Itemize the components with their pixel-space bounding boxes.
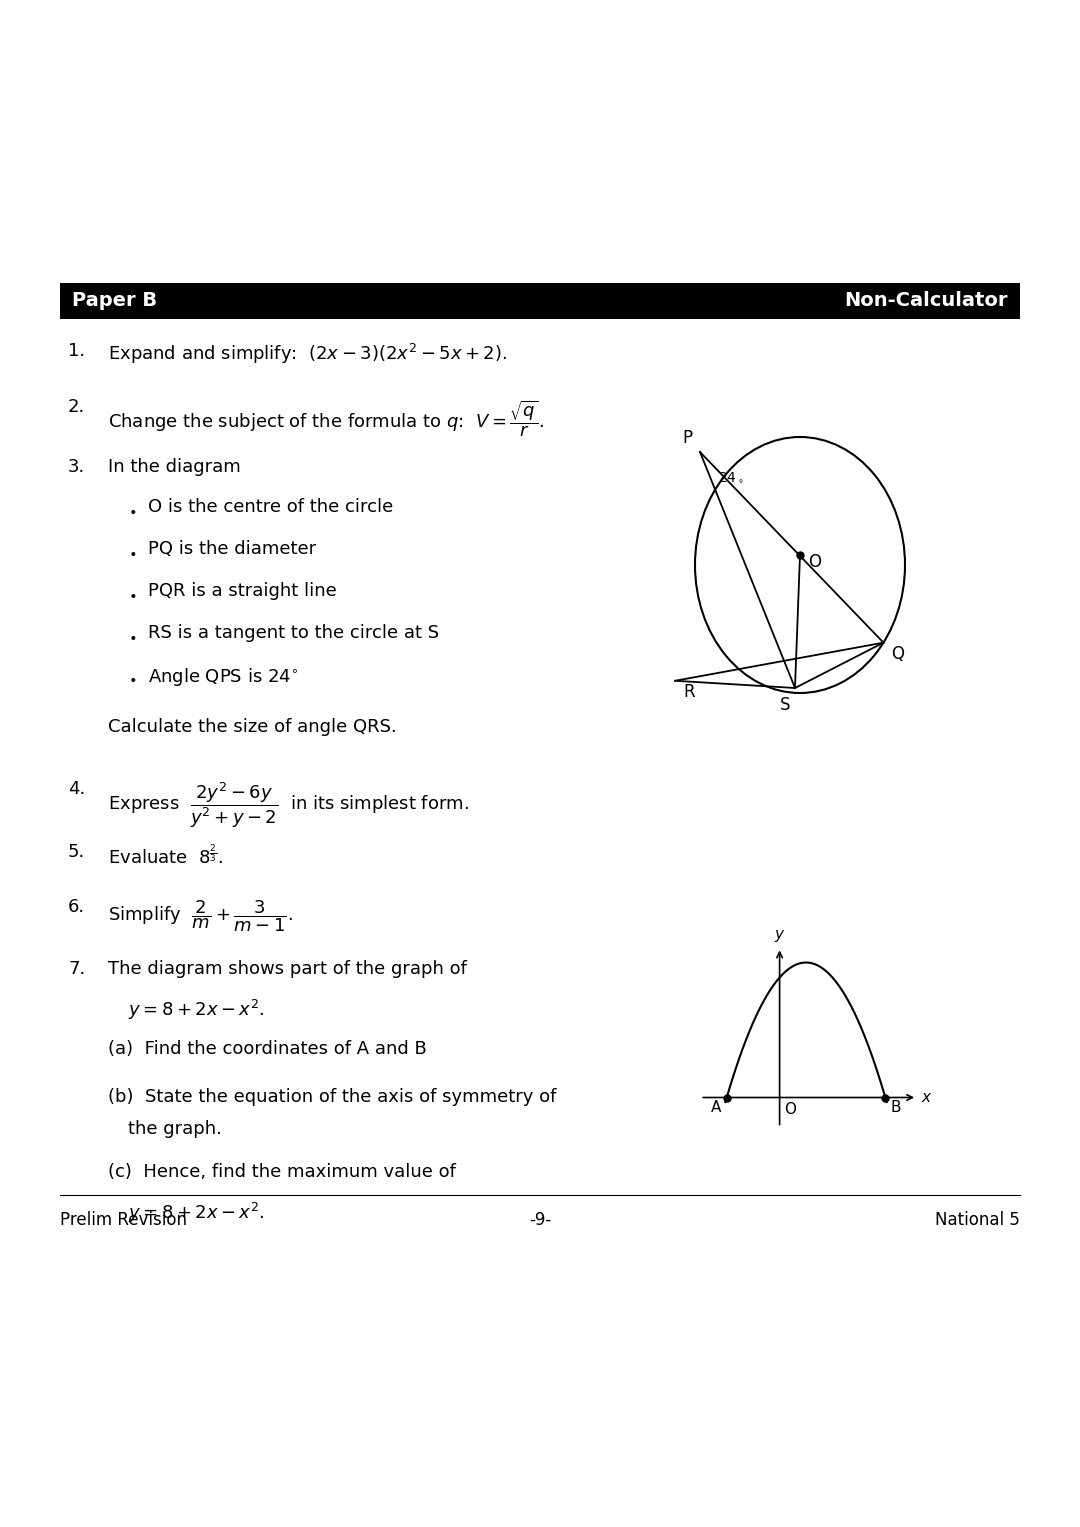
Text: $y$: $y$: [773, 928, 785, 945]
Text: PQR is a straight line: PQR is a straight line: [148, 582, 337, 600]
Text: 5.: 5.: [68, 843, 85, 861]
Text: $x$: $x$: [921, 1090, 933, 1106]
Text: the graph.: the graph.: [129, 1119, 221, 1138]
Text: (a)  Find the coordinates of A and B: (a) Find the coordinates of A and B: [108, 1040, 427, 1058]
Text: The diagram shows part of the graph of: The diagram shows part of the graph of: [108, 960, 467, 977]
Text: $\bullet$: $\bullet$: [129, 545, 136, 559]
Text: $\bullet$: $\bullet$: [129, 586, 136, 602]
Text: $y=8+2x-x^2$.: $y=8+2x-x^2$.: [129, 1202, 265, 1225]
Text: Expand and simplify:  $(2x-3)(2x^2-5x+2)$.: Expand and simplify: $(2x-3)(2x^2-5x+2)$…: [108, 342, 508, 366]
Text: Angle QPS is 24$^{\circ}$: Angle QPS is 24$^{\circ}$: [148, 666, 298, 689]
Text: $24_\circ$: $24_\circ$: [718, 470, 744, 484]
Text: Express  $\dfrac{2y^2-6y}{y^2+y-2}$  in its simplest form.: Express $\dfrac{2y^2-6y}{y^2+y-2}$ in it…: [108, 780, 469, 829]
Text: (c)  Hence, find the maximum value of: (c) Hence, find the maximum value of: [108, 1164, 456, 1180]
Text: 3.: 3.: [68, 458, 85, 476]
Text: Paper B: Paper B: [72, 292, 157, 310]
Text: National 5: National 5: [935, 1211, 1020, 1229]
Text: $y=8+2x-x^2$.: $y=8+2x-x^2$.: [129, 999, 265, 1022]
Text: O: O: [808, 553, 821, 571]
Text: Evaluate  $8^{\frac{2}{3}}$.: Evaluate $8^{\frac{2}{3}}$.: [108, 843, 224, 867]
Text: (b)  State the equation of the axis of symmetry of: (b) State the equation of the axis of sy…: [108, 1089, 556, 1106]
Text: 2.: 2.: [68, 399, 85, 415]
Text: 7.: 7.: [68, 960, 85, 977]
Text: $\bullet$: $\bullet$: [129, 502, 136, 518]
Text: $\bullet$: $\bullet$: [129, 670, 136, 686]
Text: P: P: [681, 429, 692, 447]
Bar: [60, 282, 1020, 319]
Text: Calculate the size of angle QRS.: Calculate the size of angle QRS.: [108, 718, 396, 736]
Text: RS is a tangent to the circle at S: RS is a tangent to the circle at S: [148, 625, 440, 641]
Text: B: B: [890, 1099, 901, 1115]
Text: O is the centre of the circle: O is the centre of the circle: [148, 498, 393, 516]
Text: Simplify  $\dfrac{2}{m}+\dfrac{3}{m-1}$.: Simplify $\dfrac{2}{m}+\dfrac{3}{m-1}$.: [108, 898, 293, 933]
Text: Prelim Revision: Prelim Revision: [60, 1211, 187, 1229]
Text: S: S: [780, 696, 789, 715]
Text: PQ is the diameter: PQ is the diameter: [148, 541, 316, 557]
Text: $\bullet$: $\bullet$: [129, 629, 136, 643]
Text: O: O: [784, 1102, 797, 1118]
Text: In the diagram: In the diagram: [108, 458, 241, 476]
Text: A: A: [712, 1099, 721, 1115]
Text: Q: Q: [891, 644, 904, 663]
Text: 6.: 6.: [68, 898, 85, 916]
Text: R: R: [684, 683, 694, 701]
Text: 1.: 1.: [68, 342, 85, 360]
Text: 4.: 4.: [68, 780, 85, 799]
Text: -9-: -9-: [529, 1211, 551, 1229]
Text: Change the subject of the formula to $q$:  $V = \dfrac{\sqrt{q}}{r}$.: Change the subject of the formula to $q$…: [108, 399, 544, 438]
Text: Non-Calculator: Non-Calculator: [845, 292, 1008, 310]
